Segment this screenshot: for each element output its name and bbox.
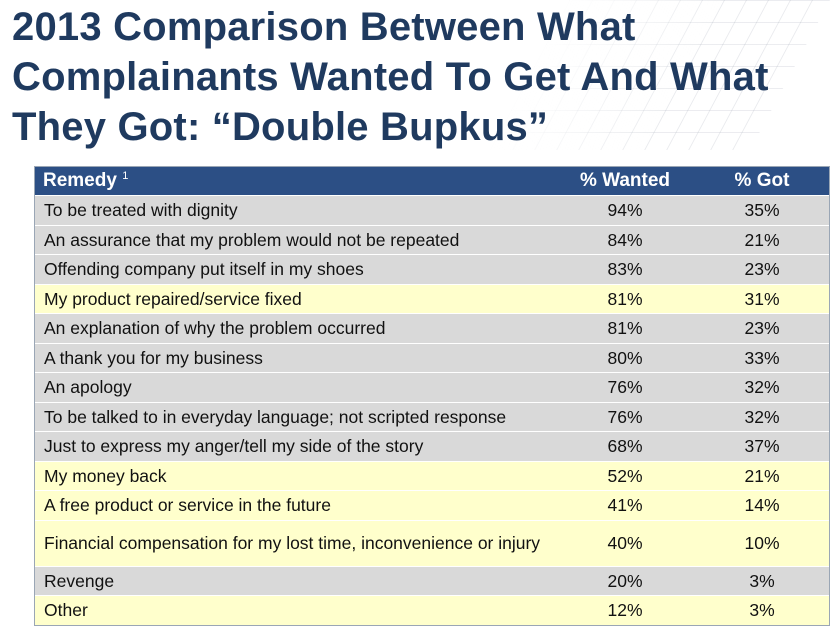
got-cell: 35% — [695, 195, 829, 225]
got-cell: 10% — [695, 519, 829, 566]
page-title: 2013 Comparison Between What Complainant… — [12, 2, 822, 152]
remedy-cell: Just to express my anger/tell my side of… — [35, 431, 555, 461]
wanted-cell: 52% — [555, 460, 695, 491]
got-cell: 32% — [695, 401, 829, 432]
table-body: To be treated with dignity 94% 35% An assur… — [35, 195, 829, 625]
wanted-cell: 12% — [555, 595, 695, 625]
wanted-cell: 76% — [555, 401, 695, 432]
remedy-comparison-table: Remedy 1 % Wanted % Got To be treated wi… — [34, 166, 830, 626]
table-row: An assurance that my problem would not b… — [35, 224, 829, 255]
wanted-cell: 68% — [555, 431, 695, 461]
remedy-cell: Financial compensation for my lost time,… — [35, 519, 555, 566]
got-cell: 32% — [695, 372, 829, 402]
got-cell: 3% — [695, 565, 829, 596]
wanted-cell: 41% — [555, 490, 695, 520]
got-cell: 3% — [695, 595, 829, 625]
header-got: % Got — [695, 167, 829, 196]
got-cell: 14% — [695, 490, 829, 520]
got-cell: 23% — [695, 254, 829, 284]
table-row: To be treated with dignity 94% 35% — [35, 195, 829, 225]
wanted-cell: 20% — [555, 565, 695, 596]
table-row: My money back 52% 21% — [35, 460, 829, 491]
table-row: Revenge 20% 3% — [35, 565, 829, 596]
wanted-cell: 81% — [555, 283, 695, 314]
remedy-cell: An explanation of why the problem occurr… — [35, 313, 555, 343]
remedy-cell: Offending company put itself in my shoes — [35, 254, 555, 284]
remedy-cell: My money back — [35, 460, 555, 491]
remedy-cell: A free product or service in the future — [35, 490, 555, 520]
remedy-cell: An assurance that my problem would not b… — [35, 224, 555, 255]
table-header-row: Remedy 1 % Wanted % Got — [35, 167, 829, 196]
table-row: Other 12% 3% — [35, 595, 829, 625]
wanted-cell: 94% — [555, 195, 695, 225]
remedy-cell: To be treated with dignity — [35, 195, 555, 225]
wanted-cell: 40% — [555, 519, 695, 566]
table-row: An apology 76% 32% — [35, 372, 829, 402]
wanted-cell: 81% — [555, 313, 695, 343]
got-cell: 23% — [695, 313, 829, 343]
table-row: A thank you for my business 80% 33% — [35, 342, 829, 373]
wanted-cell: 80% — [555, 342, 695, 373]
table-row: My product repaired/service fixed 81% 31% — [35, 283, 829, 314]
remedy-cell: An apology — [35, 372, 555, 402]
wanted-cell: 76% — [555, 372, 695, 402]
data-table: Remedy 1 % Wanted % Got To be treated wi… — [35, 167, 829, 625]
remedy-cell: My product repaired/service fixed — [35, 283, 555, 314]
got-cell: 37% — [695, 431, 829, 461]
table-row: A free product or service in the future 4… — [35, 490, 829, 520]
header-wanted: % Wanted — [555, 167, 695, 196]
table-row: An explanation of why the problem occurr… — [35, 313, 829, 343]
title-line-1: 2013 Comparison Between What — [12, 5, 636, 49]
got-cell: 21% — [695, 224, 829, 255]
wanted-cell: 84% — [555, 224, 695, 255]
remedy-cell: To be talked to in everyday language; no… — [35, 401, 555, 432]
got-cell: 33% — [695, 342, 829, 373]
table-row: Financial compensation for my lost time,… — [35, 519, 829, 566]
remedy-cell: A thank you for my business — [35, 342, 555, 373]
table-row: Just to express my anger/tell my side of… — [35, 431, 829, 461]
got-cell: 31% — [695, 283, 829, 314]
remedy-cell: Other — [35, 595, 555, 625]
header-footnote-marker: 1 — [122, 170, 129, 182]
header-remedy-label: Remedy — [43, 170, 117, 191]
table-row: Offending company put itself in my shoes… — [35, 254, 829, 284]
table-row: To be talked to in everyday language; no… — [35, 401, 829, 432]
title-line-2: Complainants Wanted To Get And What — [12, 55, 769, 99]
header-remedy: Remedy 1 — [35, 167, 555, 196]
got-cell: 21% — [695, 460, 829, 491]
title-line-3: They Got: “Double Bupkus” — [12, 105, 549, 149]
wanted-cell: 83% — [555, 254, 695, 284]
remedy-cell: Revenge — [35, 565, 555, 596]
